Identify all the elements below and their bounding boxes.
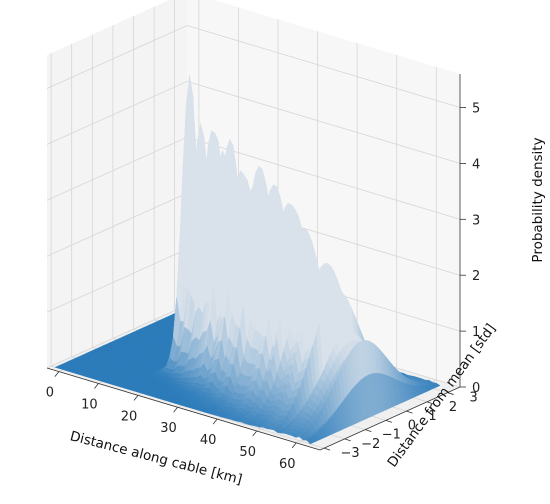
z-gridline — [46, 80, 461, 164]
y-tick-label: 1 — [428, 409, 436, 424]
z-axis-label: Probability density — [530, 137, 546, 262]
axis-lines — [46, 74, 466, 451]
z-tick-label: 5 — [472, 102, 480, 117]
side-pane — [47, 0, 187, 368]
z-tick-label: 4 — [472, 157, 480, 172]
z-tick-label: 0 — [472, 381, 480, 396]
z-gridline — [46, 25, 461, 108]
z-tick-label: 1 — [472, 325, 480, 340]
x-tick-label: 30 — [160, 421, 177, 436]
x-axis-line — [46, 367, 321, 451]
x-tick — [54, 371, 60, 377]
x-tick-label: 0 — [46, 386, 54, 401]
y-tick-label: −2 — [361, 437, 380, 452]
surface-patch — [306, 437, 314, 445]
x-tick — [133, 395, 139, 401]
x-tick — [94, 383, 99, 389]
y-tick-label: 2 — [449, 400, 457, 415]
y-tick-label: 3 — [470, 391, 478, 406]
y-tick — [323, 447, 331, 451]
x-tick — [173, 406, 178, 413]
z-tick-label: 3 — [472, 213, 480, 228]
y-axis-line — [319, 386, 461, 451]
y-tick — [365, 429, 372, 432]
y-tick — [426, 401, 434, 405]
z-tick-label: 2 — [472, 269, 480, 284]
x-tick — [252, 430, 258, 437]
y-tick — [406, 410, 413, 414]
x-axis-label: Distance along cable [km] — [68, 428, 244, 488]
density-surface — [54, 75, 441, 445]
x-tick-label: 50 — [239, 445, 256, 460]
x-tick-label: 20 — [121, 409, 138, 424]
x-tick-label: 60 — [279, 457, 296, 472]
y-tick-label: 0 — [408, 418, 416, 433]
x-tick — [291, 442, 297, 449]
x-tick-label: 10 — [81, 397, 98, 412]
x-tick-label: 40 — [200, 433, 217, 448]
x-tick — [212, 418, 218, 425]
y-tick — [385, 419, 393, 423]
y-tick — [447, 392, 454, 395]
y-tick-label: −3 — [341, 446, 360, 461]
y-tick-label: −1 — [382, 428, 401, 443]
y-tick — [344, 438, 351, 442]
